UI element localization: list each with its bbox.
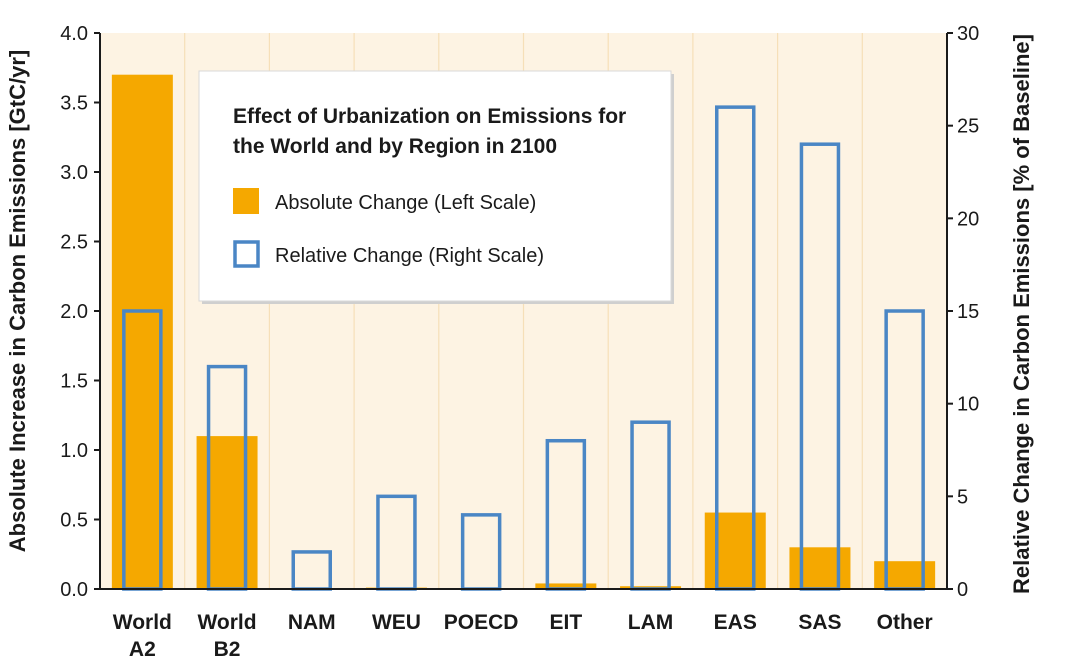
category-label: POECD <box>444 611 519 634</box>
category-label-line-2: B2 <box>214 638 241 661</box>
category-label-line-2: A2 <box>129 638 156 661</box>
right-tick-label: 5 <box>957 486 968 508</box>
category-label: LAM <box>628 611 674 634</box>
legend: Effect of Urbanization on Emissions for … <box>198 70 674 304</box>
legend-label-absolute: Absolute Change (Left Scale) <box>275 192 536 214</box>
legend-swatch-absolute <box>233 188 259 214</box>
left-axis-ticks: 0.0 0.5 1.0 1.5 2.0 2.5 3.0 3.5 4.0 <box>60 23 100 601</box>
absolute-bar <box>111 74 173 589</box>
category-label: NAM <box>288 611 336 634</box>
absolute-bar <box>535 583 597 589</box>
legend-label-relative: Relative Change (Right Scale) <box>275 245 544 267</box>
absolute-change-bars <box>111 74 936 589</box>
right-axis-ticks: 0 5 10 15 20 25 30 <box>947 23 979 601</box>
right-tick-label: 30 <box>957 23 979 45</box>
category-labels: World A2 World B2 NAM WEU POECD EIT LAM EAS SAS Oth… <box>113 611 933 661</box>
legend-title-line-1: Effect of Urbanization on Emissions for <box>233 105 626 128</box>
category-label: World <box>113 611 172 634</box>
legend-title-line-2: the World and by Region in 2100 <box>233 135 557 158</box>
category-label: Other <box>877 611 933 634</box>
right-tick-label: 20 <box>957 208 979 230</box>
left-axis-title: Absolute Increase in Carbon Emissions [G… <box>5 50 30 552</box>
right-axis-title: Relative Change in Carbon Emissions [% o… <box>1009 34 1034 594</box>
left-tick-label: 2.0 <box>60 301 88 323</box>
legend-box <box>198 70 672 302</box>
category-label: EIT <box>550 611 583 634</box>
legend-swatch-relative <box>233 240 260 268</box>
absolute-bar <box>874 561 936 589</box>
left-tick-label: 1.0 <box>60 440 88 462</box>
left-tick-label: 3.5 <box>60 93 88 115</box>
right-tick-label: 10 <box>957 394 979 416</box>
left-tick-label: 4.0 <box>60 23 88 45</box>
right-tick-label: 0 <box>957 579 968 601</box>
absolute-bar <box>196 436 258 589</box>
absolute-bar <box>789 547 851 589</box>
right-tick-label: 15 <box>957 301 979 323</box>
left-tick-label: 0.0 <box>60 579 88 601</box>
category-label: SAS <box>798 611 841 634</box>
right-tick-label: 25 <box>957 116 979 138</box>
left-tick-label: 2.5 <box>60 232 88 254</box>
left-tick-label: 0.5 <box>60 510 88 532</box>
category-label: WEU <box>372 611 421 634</box>
left-tick-label: 3.0 <box>60 162 88 184</box>
absolute-bar <box>704 512 766 589</box>
category-label: World <box>197 611 256 634</box>
left-tick-label: 1.5 <box>60 371 88 393</box>
category-label: EAS <box>714 611 757 634</box>
